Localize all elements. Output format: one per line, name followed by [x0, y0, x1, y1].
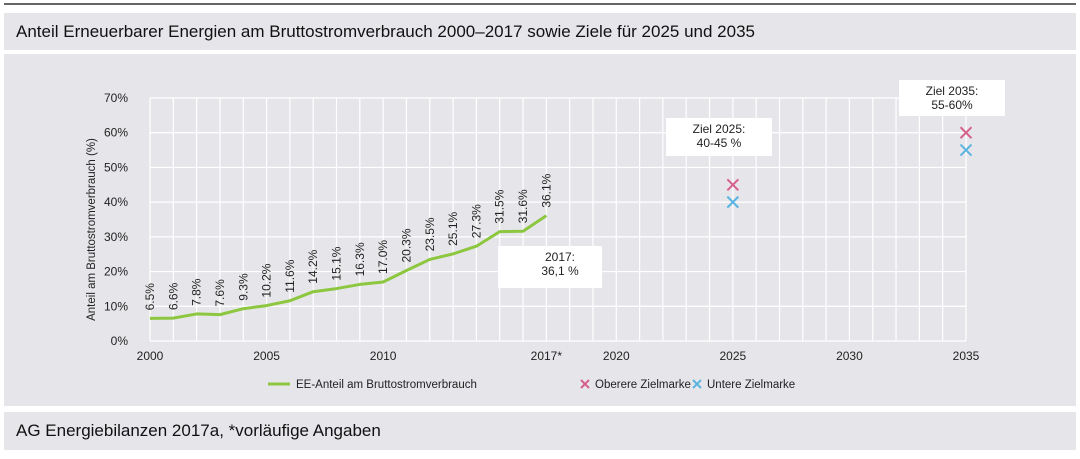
chart-title: Anteil Erneuerbarer Energien am Bruttost…	[4, 13, 1076, 50]
y-axis-label: Anteil am Bruttostromverbrauch (%)	[86, 138, 98, 321]
y-tick-label: 70%	[104, 91, 128, 105]
x-tick-label: 2010	[370, 349, 397, 363]
x-tick-label: 2025	[720, 349, 747, 363]
source-footer: AG Energiebilanzen 2017a, *vorläufige An…	[4, 412, 1076, 450]
top-rule	[4, 3, 1076, 5]
data-label: 7.8%	[190, 278, 204, 306]
data-label: 27.3%	[469, 204, 483, 238]
legend-label: EE-Anteil am Bruttostromverbrauch	[296, 379, 477, 391]
y-tick-label: 10%	[104, 299, 128, 313]
x-tick-label: 2005	[253, 349, 280, 363]
data-label: 14.2%	[306, 249, 320, 283]
data-label: 23.5%	[423, 217, 437, 251]
data-label: 20.3%	[399, 228, 413, 262]
data-label: 31.5%	[493, 189, 507, 223]
annotation-text: 2017:	[545, 250, 575, 264]
data-label: 7.6%	[213, 279, 227, 307]
x-tick-label: 2000	[137, 349, 164, 363]
legend-label: Untere Zielmarke	[707, 379, 795, 391]
y-tick-label: 20%	[104, 265, 128, 279]
series-line	[149, 214, 548, 320]
data-label: 6.6%	[166, 282, 180, 310]
annotation-box	[666, 118, 772, 156]
y-tick-label: 40%	[104, 195, 128, 209]
legend-label: Oberere Zielmarke	[595, 379, 691, 391]
x-tick-label: 2017*	[531, 349, 563, 363]
data-label: 36.1%	[539, 173, 553, 207]
upper-target-marker	[726, 178, 740, 191]
x-tick-label: 2030	[836, 349, 863, 363]
data-label: 31.6%	[516, 189, 530, 223]
upper-target-marker	[959, 126, 973, 139]
x-tick-label: 2035	[953, 349, 980, 363]
data-label: 9.3%	[236, 273, 250, 301]
annotation-box	[899, 80, 1005, 116]
x-tick-label: 2020	[603, 349, 630, 363]
data-label: 15.1%	[330, 246, 344, 280]
data-label: 11.6%	[283, 259, 297, 292]
data-label: 17.0%	[376, 240, 390, 274]
chart-svg: 0% 10% 20% 30% 40% 50% 60% 70% 2000 2005 2010 2017*…	[86, 80, 1005, 391]
lower-target-marker	[959, 143, 973, 157]
y-tick-label: 0%	[111, 334, 129, 348]
data-label: 10.2%	[260, 263, 274, 297]
annotation-text: Ziel 2025:	[693, 122, 746, 136]
y-tick-label: 60%	[104, 126, 128, 140]
data-label: 6.5%	[143, 283, 157, 311]
annotation-box	[498, 246, 602, 288]
lower-target-marker	[726, 195, 740, 209]
annotation-text: 40-45 %	[697, 136, 742, 150]
legend-x-marker-icon	[692, 379, 702, 389]
legend-x-marker-icon	[580, 379, 590, 389]
annotation-text: 55-60%	[931, 98, 973, 112]
chart-area: 0% 10% 20% 30% 40% 50% 60% 70% 2000 2005 2010 2017*…	[4, 54, 1076, 406]
annotation-text: Ziel 2035:	[926, 84, 979, 98]
y-tick-label: 30%	[104, 230, 128, 244]
annotation-text: 36,1 %	[541, 264, 579, 278]
data-label: 16.3%	[353, 242, 367, 276]
data-label: 25.1%	[446, 212, 460, 246]
y-tick-label: 50%	[104, 160, 128, 174]
